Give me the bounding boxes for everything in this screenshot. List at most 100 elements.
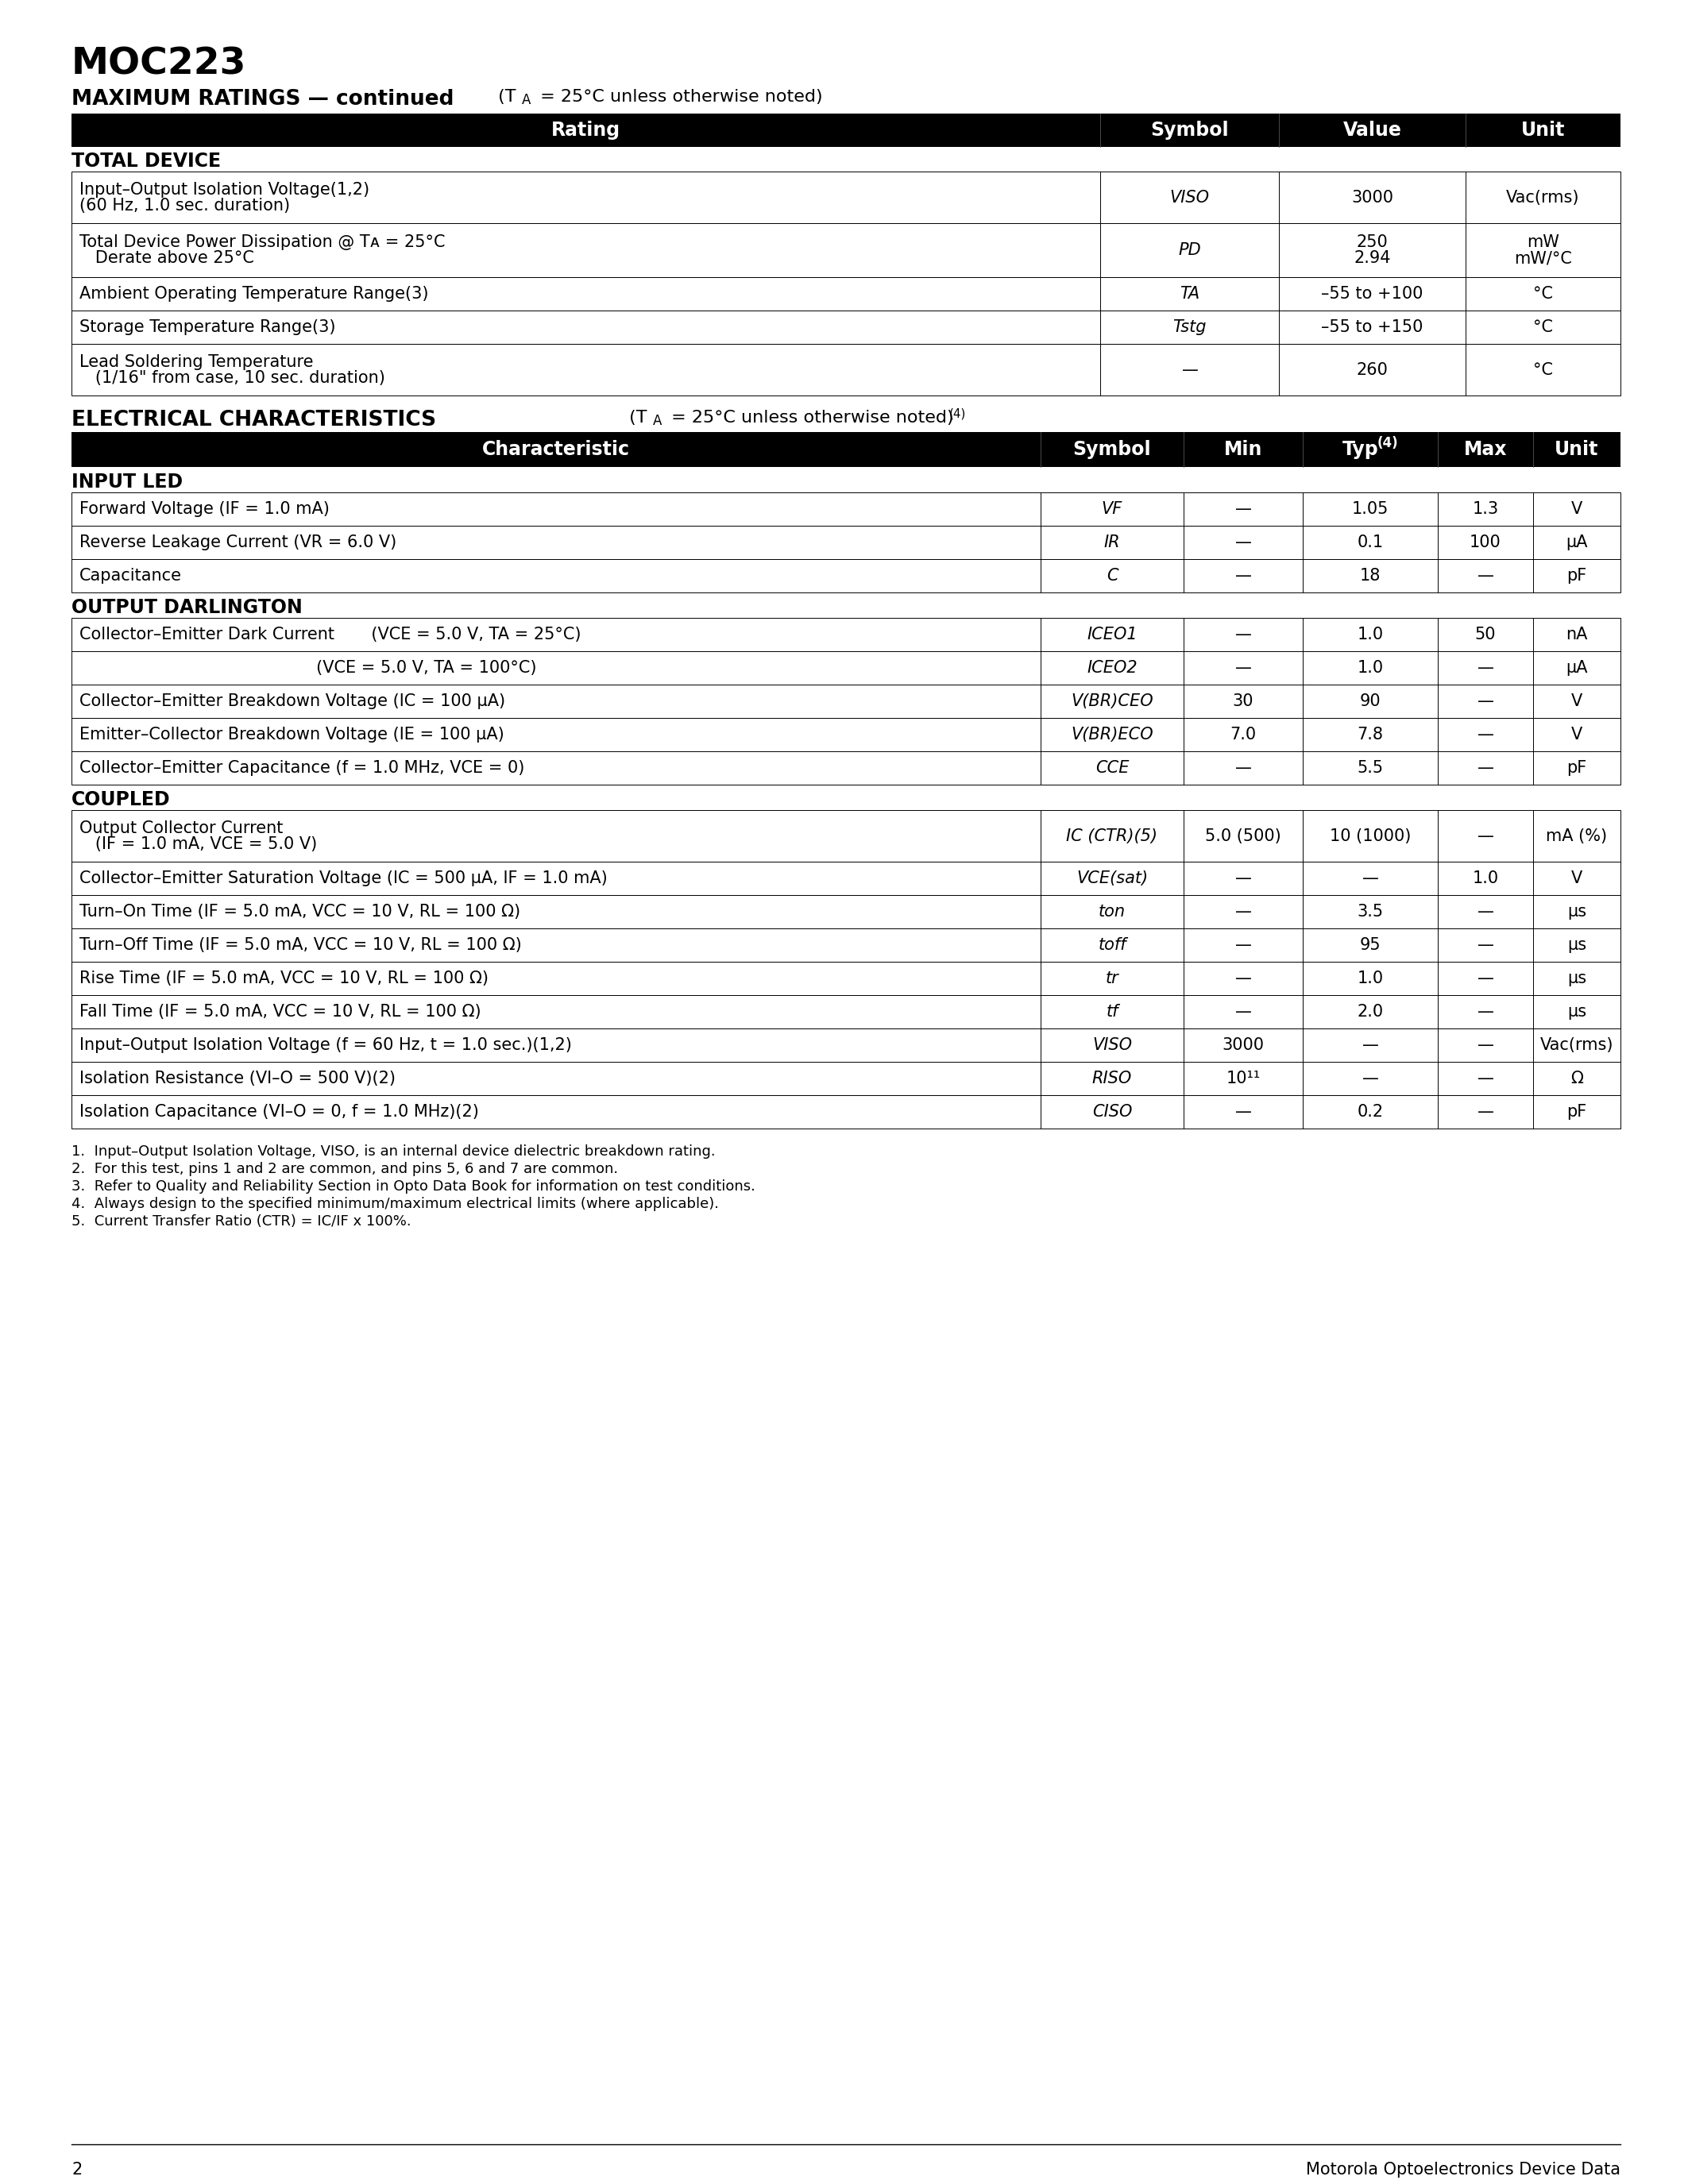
Text: tf: tf bbox=[1106, 1005, 1117, 1020]
Text: Unit: Unit bbox=[1555, 439, 1599, 459]
Text: —: — bbox=[1477, 660, 1494, 675]
Text: Collector–Emitter Saturation Voltage (IC = 500 μA, IF = 1.0 mA): Collector–Emitter Saturation Voltage (IC… bbox=[79, 871, 608, 887]
Text: Tstg: Tstg bbox=[1173, 319, 1207, 334]
Text: 3000: 3000 bbox=[1222, 1037, 1264, 1053]
Bar bbox=[71, 895, 1620, 928]
Text: —: — bbox=[1477, 568, 1494, 583]
Text: mA (%): mA (%) bbox=[1546, 828, 1607, 843]
Text: —: — bbox=[1477, 760, 1494, 775]
Text: —: — bbox=[1236, 500, 1251, 518]
Text: Collector–Emitter Breakdown Voltage (IC = 100 μA): Collector–Emitter Breakdown Voltage (IC … bbox=[79, 692, 505, 710]
Text: Collector–Emitter Dark Current       (VCE = 5.0 V, TA = 25°C): Collector–Emitter Dark Current (VCE = 5.… bbox=[79, 627, 581, 642]
Text: COUPLED: COUPLED bbox=[71, 791, 170, 810]
Text: nA: nA bbox=[1566, 627, 1588, 642]
Bar bbox=[71, 559, 1620, 592]
Text: ICEO1: ICEO1 bbox=[1087, 627, 1138, 642]
Text: 7.0: 7.0 bbox=[1231, 727, 1256, 743]
Text: °C: °C bbox=[1533, 363, 1553, 378]
Text: Isolation Resistance (VI–O = 500 V)(2): Isolation Resistance (VI–O = 500 V)(2) bbox=[79, 1070, 395, 1085]
Text: Lead Soldering Temperature: Lead Soldering Temperature bbox=[79, 354, 314, 369]
Text: Unit: Unit bbox=[1521, 120, 1565, 140]
Text: Ω: Ω bbox=[1570, 1070, 1583, 1085]
Text: Typ: Typ bbox=[1342, 439, 1379, 459]
Text: (T: (T bbox=[493, 90, 517, 105]
Text: °C: °C bbox=[1533, 286, 1553, 301]
Text: 50: 50 bbox=[1475, 627, 1496, 642]
Text: = 25°C unless otherwise noted): = 25°C unless otherwise noted) bbox=[535, 90, 822, 105]
Text: VISO: VISO bbox=[1170, 190, 1209, 205]
Text: tr: tr bbox=[1106, 970, 1119, 987]
Bar bbox=[71, 277, 1620, 310]
Text: —: — bbox=[1236, 904, 1251, 919]
Text: 250: 250 bbox=[1357, 234, 1388, 251]
Text: 1.0: 1.0 bbox=[1357, 660, 1384, 675]
Text: —: — bbox=[1182, 363, 1198, 378]
Text: 1.0: 1.0 bbox=[1357, 627, 1384, 642]
Text: Derate above 25°C: Derate above 25°C bbox=[79, 251, 255, 266]
Text: Isolation Capacitance (VI–O = 0, f = 1.0 MHz)(2): Isolation Capacitance (VI–O = 0, f = 1.0… bbox=[79, 1103, 479, 1120]
Text: Min: Min bbox=[1224, 439, 1263, 459]
Text: Output Collector Current: Output Collector Current bbox=[79, 819, 284, 836]
Text: —: — bbox=[1477, 970, 1494, 987]
Text: (60 Hz, 1.0 sec. duration): (60 Hz, 1.0 sec. duration) bbox=[79, 197, 290, 214]
Bar bbox=[71, 1029, 1620, 1061]
Text: 4.  Always design to the specified minimum/maximum electrical limits (where appl: 4. Always design to the specified minimu… bbox=[71, 1197, 719, 1212]
Text: 3.  Refer to Quality and Reliability Section in Opto Data Book for information o: 3. Refer to Quality and Reliability Sect… bbox=[71, 1179, 755, 1195]
Bar bbox=[71, 1094, 1620, 1129]
Text: pF: pF bbox=[1566, 1103, 1587, 1120]
Text: (IF = 1.0 mA, VCE = 5.0 V): (IF = 1.0 mA, VCE = 5.0 V) bbox=[79, 836, 317, 852]
Text: RISO: RISO bbox=[1092, 1070, 1133, 1085]
Text: 5.0 (500): 5.0 (500) bbox=[1205, 828, 1281, 843]
Text: Storage Temperature Range(3): Storage Temperature Range(3) bbox=[79, 319, 336, 334]
Text: 1.3: 1.3 bbox=[1472, 500, 1499, 518]
Text: TOTAL DEVICE: TOTAL DEVICE bbox=[71, 151, 221, 170]
Text: 90: 90 bbox=[1361, 692, 1381, 710]
Text: V: V bbox=[1572, 871, 1582, 887]
Text: μs: μs bbox=[1566, 1005, 1587, 1020]
Text: Symbol: Symbol bbox=[1074, 439, 1151, 459]
Text: A: A bbox=[653, 413, 662, 428]
Text: μs: μs bbox=[1566, 937, 1587, 952]
Text: —: — bbox=[1477, 937, 1494, 952]
Text: toff: toff bbox=[1097, 937, 1126, 952]
Text: Input–Output Isolation Voltage(1,2): Input–Output Isolation Voltage(1,2) bbox=[79, 181, 370, 197]
Text: = 25°C unless otherwise noted): = 25°C unless otherwise noted) bbox=[665, 411, 954, 426]
Bar bbox=[71, 751, 1620, 784]
Text: —: — bbox=[1236, 1005, 1251, 1020]
Text: 2.94: 2.94 bbox=[1354, 251, 1391, 266]
Text: 18: 18 bbox=[1361, 568, 1381, 583]
Text: Rating: Rating bbox=[552, 120, 621, 140]
Text: INPUT LED: INPUT LED bbox=[71, 472, 182, 491]
Text: —: — bbox=[1236, 535, 1251, 550]
Text: 95: 95 bbox=[1361, 937, 1381, 952]
Text: ELECTRICAL CHARACTERISTICS: ELECTRICAL CHARACTERISTICS bbox=[71, 411, 436, 430]
Text: 0.2: 0.2 bbox=[1357, 1103, 1384, 1120]
Text: MOC223: MOC223 bbox=[71, 46, 246, 81]
Text: Motorola Optoelectronics Device Data: Motorola Optoelectronics Device Data bbox=[1307, 2162, 1620, 2177]
Text: —: — bbox=[1477, 1037, 1494, 1053]
Text: 100: 100 bbox=[1470, 535, 1501, 550]
Text: —: — bbox=[1236, 1103, 1251, 1120]
Text: —: — bbox=[1362, 871, 1379, 887]
Bar bbox=[71, 863, 1620, 895]
Text: 0.1: 0.1 bbox=[1357, 535, 1384, 550]
Text: Emitter–Collector Breakdown Voltage (IE = 100 μA): Emitter–Collector Breakdown Voltage (IE … bbox=[79, 727, 505, 743]
Text: 1.0: 1.0 bbox=[1472, 871, 1499, 887]
Text: —: — bbox=[1236, 871, 1251, 887]
Text: —: — bbox=[1236, 627, 1251, 642]
Text: 1.05: 1.05 bbox=[1352, 500, 1389, 518]
Text: Max: Max bbox=[1463, 439, 1507, 459]
Text: —: — bbox=[1477, 692, 1494, 710]
Text: Input–Output Isolation Voltage (f = 60 Hz, t = 1.0 sec.)(1,2): Input–Output Isolation Voltage (f = 60 H… bbox=[79, 1037, 572, 1053]
Text: —: — bbox=[1477, 1005, 1494, 1020]
Text: PD: PD bbox=[1178, 242, 1200, 258]
Text: Collector–Emitter Capacitance (f = 1.0 MHz, VCE = 0): Collector–Emitter Capacitance (f = 1.0 M… bbox=[79, 760, 525, 775]
Text: μA: μA bbox=[1566, 660, 1588, 675]
Text: pF: pF bbox=[1566, 568, 1587, 583]
Text: —: — bbox=[1236, 970, 1251, 987]
Bar bbox=[71, 526, 1620, 559]
Text: μs: μs bbox=[1566, 970, 1587, 987]
Text: VF: VF bbox=[1102, 500, 1123, 518]
Text: μs: μs bbox=[1566, 904, 1587, 919]
Text: (4): (4) bbox=[1377, 437, 1398, 450]
